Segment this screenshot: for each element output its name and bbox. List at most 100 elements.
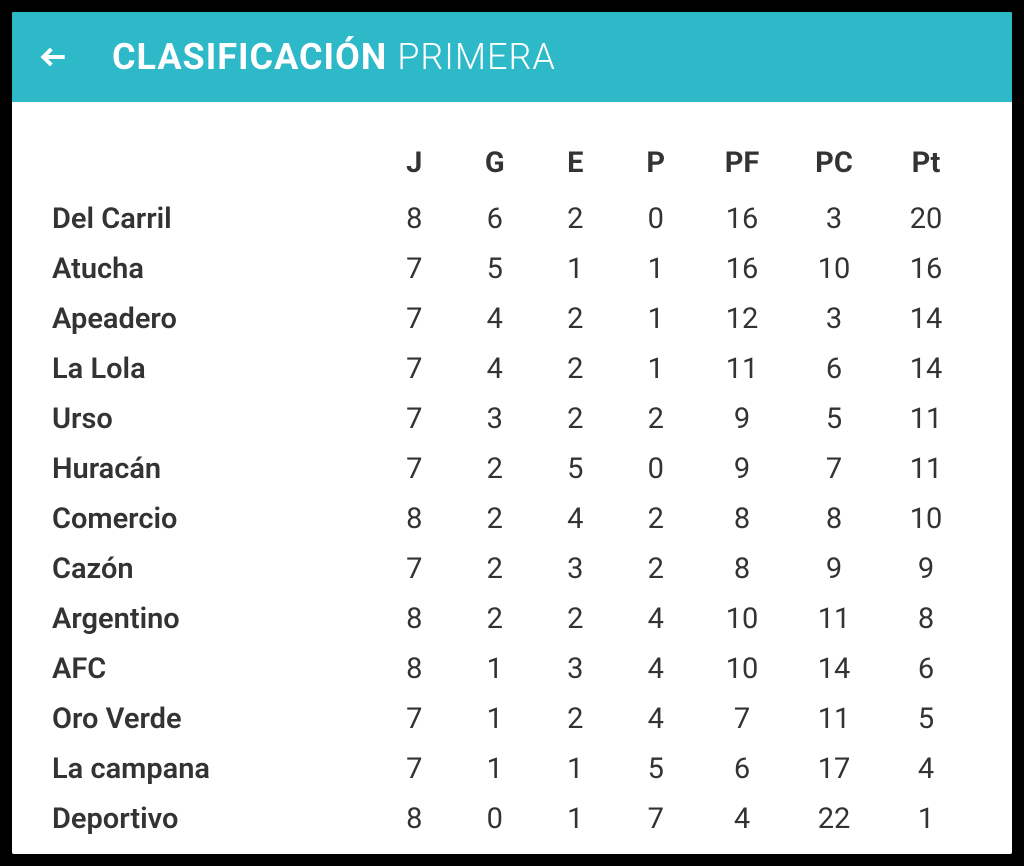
app-container: CLASIFICACIÓN PRIMERA J G E P PF PC Pt D…	[12, 12, 1012, 854]
cell-played: 7	[374, 244, 455, 294]
cell-drawn: 2	[535, 294, 616, 344]
table-row: Deportivo 8 0 1 7 4 22 1	[52, 794, 972, 844]
table-row: Urso 7 3 2 2 9 5 11	[52, 394, 972, 444]
cell-team: La campana	[52, 744, 374, 794]
cell-played: 8	[374, 194, 455, 244]
table-body: Del Carril 8 6 2 0 16 3 20 Atucha 7 5 1 …	[52, 194, 972, 844]
cell-played: 7	[374, 344, 455, 394]
cell-goals-against: 6	[788, 344, 880, 394]
cell-played: 7	[374, 394, 455, 444]
cell-goals-for: 9	[696, 394, 788, 444]
cell-played: 7	[374, 694, 455, 744]
cell-drawn: 1	[535, 794, 616, 844]
back-button[interactable]	[36, 39, 72, 75]
table-row: Huracán 7 2 5 0 9 7 11	[52, 444, 972, 494]
cell-goals-against: 9	[788, 544, 880, 594]
cell-goals-against: 10	[788, 244, 880, 294]
cell-lost: 5	[616, 744, 697, 794]
page-title: CLASIFICACIÓN PRIMERA	[112, 36, 556, 78]
table-row: La campana 7 1 1 5 6 17 4	[52, 744, 972, 794]
cell-points: 8	[880, 594, 972, 644]
cell-goals-for: 10	[696, 644, 788, 694]
cell-lost: 0	[616, 444, 697, 494]
cell-played: 7	[374, 444, 455, 494]
cell-goals-against: 11	[788, 694, 880, 744]
cell-lost: 2	[616, 544, 697, 594]
cell-goals-for: 10	[696, 594, 788, 644]
app-header: CLASIFICACIÓN PRIMERA	[12, 12, 1012, 102]
cell-goals-for: 8	[696, 494, 788, 544]
cell-goals-for: 11	[696, 344, 788, 394]
cell-lost: 4	[616, 644, 697, 694]
table-row: AFC 8 1 3 4 10 14 6	[52, 644, 972, 694]
standings-table: J G E P PF PC Pt Del Carril 8 6 2 0 16 3…	[52, 138, 972, 844]
cell-points: 16	[880, 244, 972, 294]
cell-drawn: 1	[535, 744, 616, 794]
cell-won: 0	[455, 794, 536, 844]
cell-lost: 1	[616, 294, 697, 344]
cell-won: 5	[455, 244, 536, 294]
cell-won: 2	[455, 544, 536, 594]
col-played: J	[374, 138, 455, 194]
table-row: Atucha 7 5 1 1 16 10 16	[52, 244, 972, 294]
cell-lost: 2	[616, 394, 697, 444]
cell-team: Argentino	[52, 594, 374, 644]
cell-team: AFC	[52, 644, 374, 694]
cell-points: 14	[880, 344, 972, 394]
cell-drawn: 2	[535, 344, 616, 394]
cell-goals-for: 7	[696, 694, 788, 744]
cell-points: 4	[880, 744, 972, 794]
content-area: J G E P PF PC Pt Del Carril 8 6 2 0 16 3…	[12, 102, 1012, 854]
cell-lost: 1	[616, 344, 697, 394]
cell-drawn: 2	[535, 394, 616, 444]
arrow-left-icon	[38, 41, 70, 73]
cell-goals-for: 8	[696, 544, 788, 594]
cell-played: 8	[374, 594, 455, 644]
table-row: Apeadero 7 4 2 1 12 3 14	[52, 294, 972, 344]
table-row: Oro Verde 7 1 2 4 7 11 5	[52, 694, 972, 744]
cell-team: Urso	[52, 394, 374, 444]
cell-points: 9	[880, 544, 972, 594]
cell-team: Comercio	[52, 494, 374, 544]
cell-lost: 4	[616, 694, 697, 744]
cell-drawn: 2	[535, 194, 616, 244]
cell-drawn: 4	[535, 494, 616, 544]
cell-goals-against: 14	[788, 644, 880, 694]
cell-goals-for: 16	[696, 244, 788, 294]
table-row: La Lola 7 4 2 1 11 6 14	[52, 344, 972, 394]
cell-played: 8	[374, 494, 455, 544]
cell-won: 2	[455, 494, 536, 544]
col-points: Pt	[880, 138, 972, 194]
cell-goals-against: 8	[788, 494, 880, 544]
cell-won: 3	[455, 394, 536, 444]
cell-points: 10	[880, 494, 972, 544]
cell-drawn: 2	[535, 694, 616, 744]
cell-points: 5	[880, 694, 972, 744]
cell-goals-for: 6	[696, 744, 788, 794]
cell-goals-against: 5	[788, 394, 880, 444]
table-row: Argentino 8 2 2 4 10 11 8	[52, 594, 972, 644]
cell-goals-for: 9	[696, 444, 788, 494]
cell-drawn: 1	[535, 244, 616, 294]
cell-team: Del Carril	[52, 194, 374, 244]
cell-played: 7	[374, 744, 455, 794]
table-row: Del Carril 8 6 2 0 16 3 20	[52, 194, 972, 244]
cell-team: La Lola	[52, 344, 374, 394]
cell-goals-against: 17	[788, 744, 880, 794]
cell-points: 1	[880, 794, 972, 844]
cell-won: 1	[455, 644, 536, 694]
cell-drawn: 5	[535, 444, 616, 494]
table-row: Comercio 8 2 4 2 8 8 10	[52, 494, 972, 544]
cell-won: 4	[455, 294, 536, 344]
cell-points: 20	[880, 194, 972, 244]
cell-won: 2	[455, 444, 536, 494]
cell-won: 6	[455, 194, 536, 244]
cell-drawn: 2	[535, 594, 616, 644]
cell-won: 1	[455, 744, 536, 794]
cell-points: 11	[880, 444, 972, 494]
cell-team: Apeadero	[52, 294, 374, 344]
cell-team: Huracán	[52, 444, 374, 494]
cell-drawn: 3	[535, 644, 616, 694]
cell-lost: 0	[616, 194, 697, 244]
cell-played: 7	[374, 544, 455, 594]
